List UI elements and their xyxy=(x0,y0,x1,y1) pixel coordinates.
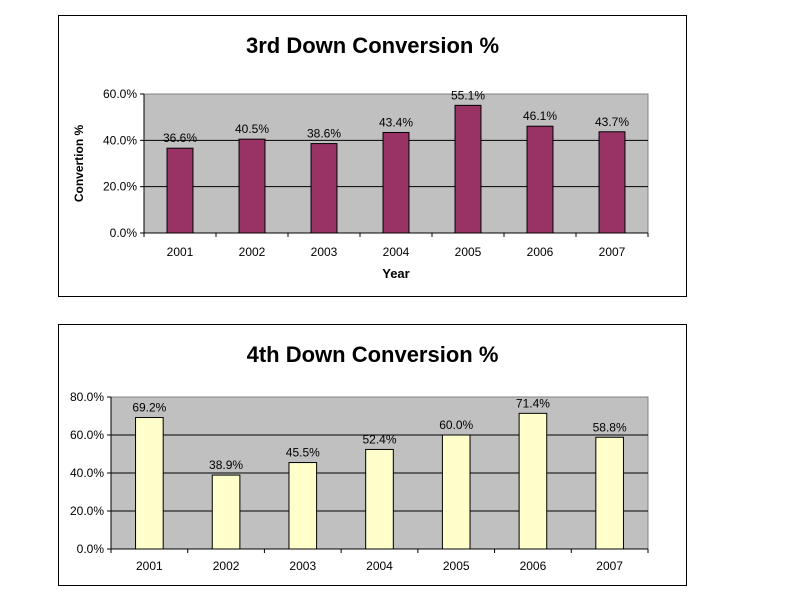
data-label: 38.6% xyxy=(307,127,341,141)
data-label: 43.7% xyxy=(595,115,629,129)
x-tick-label: 2007 xyxy=(596,559,623,573)
data-label: 52.4% xyxy=(362,432,396,446)
y-tick-label: 0.0% xyxy=(110,226,138,240)
x-tick-label: 2002 xyxy=(239,245,266,259)
chart-title: 3rd Down Conversion % xyxy=(245,33,500,58)
x-tick-label: 2001 xyxy=(167,245,194,259)
y-axis-title: Convertion % xyxy=(72,125,86,203)
bar xyxy=(382,131,410,234)
y-tick-label: 60.0% xyxy=(70,428,104,442)
data-label: 45.5% xyxy=(286,446,320,460)
x-tick-label: 2006 xyxy=(520,559,547,573)
bar xyxy=(518,412,548,550)
data-label: 69.2% xyxy=(132,401,166,415)
bar xyxy=(166,147,194,234)
x-tick-label: 2007 xyxy=(599,245,626,259)
x-tick-label: 2003 xyxy=(289,559,316,573)
third-down-plot: 0.0% 20.0% 40.0% 60.0% 36.6% 2001 40.5% 2002 38.… xyxy=(72,87,649,281)
x-tick-label: 2004 xyxy=(366,559,393,573)
x-tick-label: 2005 xyxy=(443,559,470,573)
y-tick-label: 40.0% xyxy=(70,466,104,480)
x-tick-label: 2004 xyxy=(383,245,410,259)
bar xyxy=(211,474,241,550)
data-label: 40.5% xyxy=(235,122,269,136)
data-label: 55.1% xyxy=(451,88,485,102)
bar xyxy=(526,125,554,234)
fourth-down-plot: 0.0% 20.0% 40.0% 60.0% 80.0% 69.2% 2001 38.9% 20… xyxy=(70,390,649,573)
bar xyxy=(310,143,338,234)
third-down-chart: 3rd Down Conversion % 0.0% 20.0% 40.0% 60.0… xyxy=(58,15,687,297)
data-label: 36.6% xyxy=(163,131,197,145)
x-tick-label: 2003 xyxy=(311,245,338,259)
bar xyxy=(135,417,164,550)
x-tick-label: 2005 xyxy=(455,245,482,259)
data-label: 38.9% xyxy=(209,458,243,472)
fourth-down-chart: 4th Down Conversion % 0.0% 20.0% 40.0% 60.0… xyxy=(58,324,687,586)
data-label: 60.0% xyxy=(439,418,473,432)
y-tick-label: 80.0% xyxy=(70,390,104,404)
data-label: 71.4% xyxy=(516,396,550,410)
y-tick-label: 20.0% xyxy=(70,504,104,518)
chart-title: 4th Down Conversion % xyxy=(246,342,499,367)
x-tick-label: 2001 xyxy=(136,559,163,573)
y-tick-label: 0.0% xyxy=(77,542,105,556)
bar xyxy=(441,434,471,550)
x-tick-label: 2006 xyxy=(527,245,554,259)
bar xyxy=(238,138,266,234)
y-tick-label: 60.0% xyxy=(103,87,137,101)
data-label: 43.4% xyxy=(379,115,413,129)
y-tick-label: 40.0% xyxy=(103,133,137,147)
data-label: 58.8% xyxy=(593,420,627,434)
bar xyxy=(288,462,318,550)
x-axis-title: Year xyxy=(382,266,409,281)
data-label: 46.1% xyxy=(523,109,557,123)
bar xyxy=(598,131,626,234)
bar xyxy=(595,436,624,550)
bar xyxy=(365,448,394,550)
y-tick-label: 20.0% xyxy=(103,180,137,194)
bar xyxy=(454,104,482,234)
x-tick-label: 2002 xyxy=(213,559,240,573)
